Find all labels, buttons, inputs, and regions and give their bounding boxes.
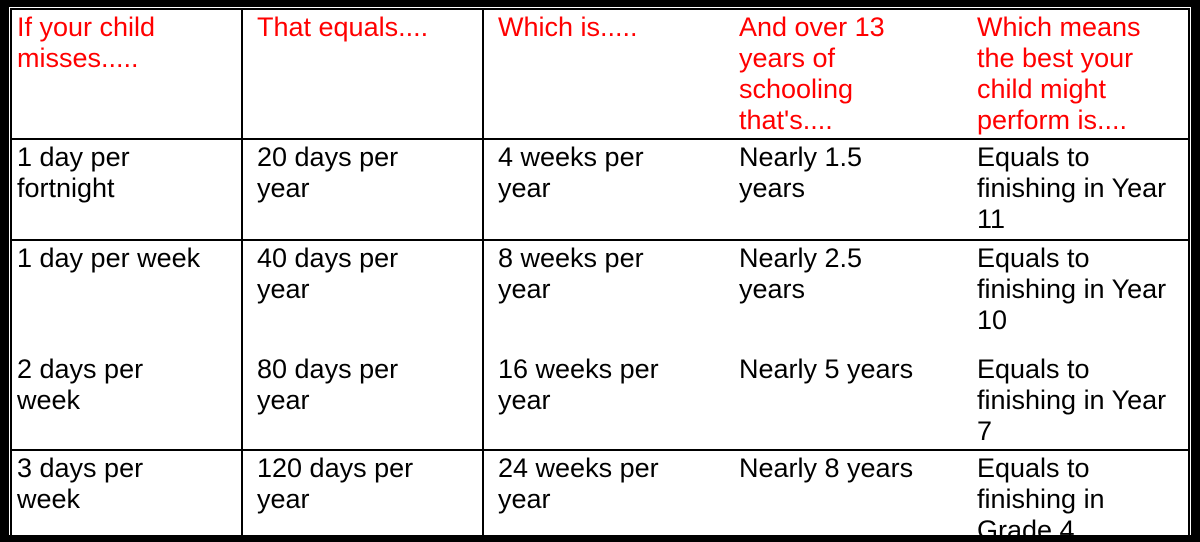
cell-finishing-level: Equals to finishing in Year 11	[977, 142, 1167, 234]
cell-days-per-year: 80 days per year	[242, 352, 484, 450]
column-header-misses: If your child misses.....	[11, 9, 243, 139]
cell-weeks-per-year: 24 weeks per year	[498, 453, 659, 514]
column-header-which-is: Which is.....	[498, 12, 638, 42]
cell-years-lost: Nearly 2.5 years	[739, 243, 863, 304]
cell-years-lost: Nearly 1.5 years	[739, 142, 863, 203]
table-row: 1 day per week 40 days per year 8 weeks …	[11, 240, 1189, 352]
column-header-best-performance: Which means the best your child might pe…	[977, 12, 1141, 135]
cell-years-lost: Nearly 8 years	[739, 453, 914, 483]
cell-years-lost: Nearly 5 years	[739, 354, 914, 384]
cell-weeks-per-year: 8 weeks per year	[498, 243, 644, 304]
cell-days-per-year: 40 days per year	[242, 240, 484, 352]
attendance-impact-table: If your child misses..... That equals...…	[10, 8, 1190, 542]
cell-days-per-year: 120 days per year	[242, 450, 484, 542]
table-row: 3 days per week 120 days per year 24 wee…	[11, 450, 1189, 542]
table-row: 2 days per week 80 days per year 16 week…	[11, 352, 1189, 450]
cell-days-missed: 1 day per fortnight	[11, 139, 243, 240]
cell-days-per-year: 20 days per year	[242, 139, 484, 240]
cell-finishing-level: Equals to finishing in Year 10	[977, 243, 1167, 335]
column-header-equals: That equals....	[242, 9, 484, 139]
column-header-over-13-years: And over 13 years of schooling that's...…	[739, 12, 885, 135]
cell-weeks-per-year: 4 weeks per year	[498, 142, 644, 203]
header-row: If your child misses..... That equals...…	[11, 9, 1189, 139]
cell-weeks-per-year: 16 weeks per year	[498, 354, 659, 415]
cell-days-missed: 2 days per week	[11, 352, 243, 450]
cell-finishing-level: Equals to finishing in Year 7	[977, 354, 1167, 446]
cell-finishing-level: Equals to finishing in Grade 4	[977, 453, 1105, 542]
cell-days-missed: 3 days per week	[11, 450, 243, 542]
cell-days-missed: 1 day per week	[11, 240, 243, 352]
table-row: 1 day per fortnight 20 days per year 4 w…	[11, 139, 1189, 240]
